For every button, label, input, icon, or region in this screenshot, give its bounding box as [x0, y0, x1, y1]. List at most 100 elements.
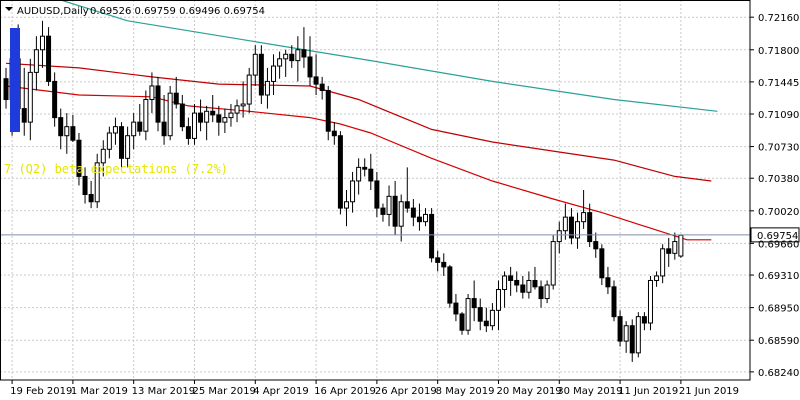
candle[interactable] [526, 271, 532, 299]
candle[interactable] [629, 319, 635, 362]
candle[interactable] [325, 85, 331, 141]
candle[interactable] [459, 312, 465, 335]
candle[interactable] [392, 180, 398, 236]
candle[interactable] [410, 199, 416, 227]
candle[interactable] [100, 140, 106, 177]
candle[interactable] [453, 294, 459, 322]
candle[interactable] [234, 99, 240, 123]
candle[interactable] [252, 45, 258, 86]
candle[interactable] [423, 208, 429, 227]
candle[interactable] [161, 95, 167, 145]
candle[interactable] [228, 104, 234, 127]
candle[interactable] [520, 275, 526, 299]
candle[interactable] [343, 190, 349, 227]
candle[interactable] [112, 117, 118, 145]
candle[interactable] [654, 271, 660, 287]
candle[interactable] [514, 271, 520, 293]
candle[interactable] [82, 167, 88, 204]
candle[interactable] [289, 45, 295, 68]
candle[interactable] [106, 126, 112, 159]
candle[interactable] [39, 20, 45, 68]
candle[interactable] [575, 212, 581, 249]
candle[interactable] [52, 72, 58, 127]
candle[interactable] [337, 131, 343, 215]
candle[interactable] [362, 158, 368, 177]
candle[interactable] [179, 95, 185, 132]
candle[interactable] [672, 232, 678, 260]
candle[interactable] [246, 67, 252, 114]
candle[interactable] [532, 266, 538, 290]
candle[interactable] [277, 51, 283, 79]
candle[interactable] [471, 280, 477, 322]
candle[interactable] [635, 312, 641, 358]
candle[interactable] [617, 310, 623, 347]
candle[interactable] [21, 67, 27, 136]
candle[interactable] [27, 58, 33, 141]
candle[interactable] [216, 105, 222, 136]
candle[interactable] [581, 190, 587, 229]
candle[interactable] [593, 232, 599, 258]
candle[interactable] [173, 76, 179, 109]
candle[interactable] [137, 104, 143, 136]
candle[interactable] [489, 303, 495, 331]
candle[interactable] [222, 108, 228, 133]
candle[interactable] [210, 95, 216, 123]
candle[interactable] [119, 122, 125, 168]
candle[interactable] [185, 117, 191, 145]
candle[interactable] [191, 104, 197, 145]
candle[interactable] [465, 294, 471, 335]
candle[interactable] [416, 203, 422, 231]
candle[interactable] [143, 90, 149, 141]
candle[interactable] [599, 244, 605, 285]
candle[interactable] [313, 54, 319, 95]
candle[interactable] [356, 158, 362, 195]
candle[interactable] [495, 280, 501, 331]
candle[interactable] [301, 27, 307, 68]
candle[interactable] [149, 72, 155, 114]
candle[interactable] [295, 36, 301, 82]
candle[interactable] [605, 266, 611, 295]
candle[interactable] [264, 67, 270, 109]
candle[interactable] [483, 307, 489, 333]
candle[interactable] [368, 153, 374, 190]
candle[interactable] [623, 321, 629, 353]
candle[interactable] [641, 312, 647, 331]
candle[interactable] [3, 67, 9, 109]
candle[interactable] [435, 250, 441, 272]
candle[interactable] [331, 122, 337, 145]
candle[interactable] [258, 45, 264, 105]
candle[interactable] [678, 234, 684, 258]
candle[interactable] [204, 105, 210, 141]
candle[interactable] [76, 133, 82, 186]
candle[interactable] [447, 265, 453, 308]
candle[interactable] [240, 81, 246, 118]
candle[interactable] [350, 171, 356, 213]
candle[interactable] [380, 203, 386, 222]
candle[interactable] [647, 275, 653, 331]
candle[interactable] [666, 237, 672, 267]
candle[interactable] [46, 27, 52, 86]
candle[interactable] [283, 49, 289, 77]
candle[interactable] [33, 36, 39, 91]
candle[interactable] [660, 244, 666, 284]
candle[interactable] [441, 253, 447, 276]
candle[interactable] [502, 271, 508, 308]
candle[interactable] [538, 280, 544, 308]
candle[interactable] [477, 298, 483, 331]
candle[interactable] [562, 203, 568, 240]
candle[interactable] [508, 266, 514, 296]
candle[interactable] [94, 153, 100, 209]
candle[interactable] [70, 114, 76, 143]
candle[interactable] [167, 85, 173, 141]
chart-menu-triangle-icon[interactable] [5, 7, 13, 11]
candle[interactable] [307, 36, 313, 86]
candle[interactable] [64, 113, 70, 154]
candle[interactable] [544, 280, 550, 304]
candle[interactable] [58, 108, 64, 150]
candle[interactable] [568, 208, 574, 245]
candle[interactable] [131, 113, 137, 150]
candle[interactable] [556, 221, 562, 254]
candle[interactable] [271, 54, 277, 95]
candle[interactable] [374, 171, 380, 218]
